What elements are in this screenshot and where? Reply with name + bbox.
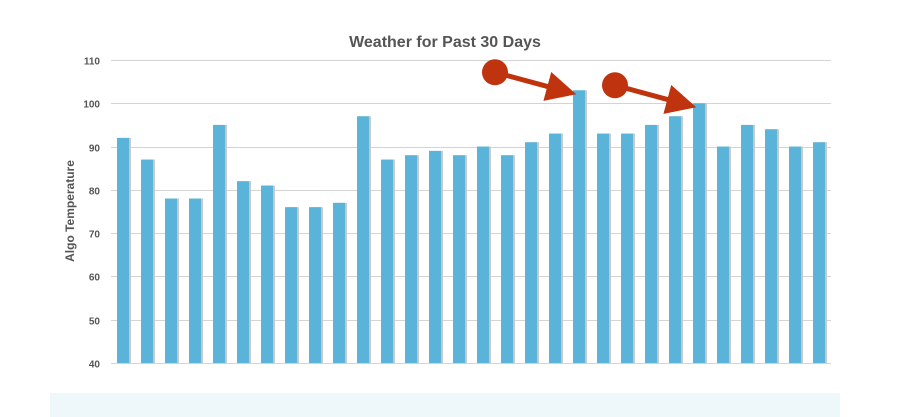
bar (645, 124, 657, 363)
bar (141, 159, 153, 363)
bar (261, 185, 273, 363)
bar (381, 159, 393, 363)
footer-band (50, 393, 840, 417)
bar (453, 155, 465, 363)
bar (501, 155, 513, 363)
bar (333, 202, 345, 363)
bar (165, 198, 177, 363)
bar (117, 137, 129, 363)
bar (189, 198, 201, 363)
grid-lines (111, 60, 831, 364)
bar (597, 133, 609, 363)
bar (285, 207, 297, 363)
annotation-dot (482, 59, 508, 86)
y-tick-label: 60 (89, 273, 101, 284)
bars (117, 90, 827, 364)
bar (573, 90, 585, 364)
bar (789, 146, 801, 363)
y-tick-label: 90 (89, 144, 101, 155)
bar (741, 124, 753, 363)
bar (765, 129, 777, 363)
bar (693, 103, 705, 364)
bar (309, 207, 321, 363)
bar (813, 142, 825, 363)
bar (717, 146, 729, 363)
y-tick-label: 100 (83, 100, 100, 111)
y-axis-label: Algo Temperature (63, 160, 77, 262)
bar (405, 155, 417, 363)
bar (357, 116, 369, 364)
y-tick-label: 70 (89, 230, 101, 241)
bar (525, 142, 537, 363)
bar (429, 150, 441, 363)
bar (213, 124, 225, 363)
bar (477, 146, 489, 363)
bar (237, 181, 249, 363)
annotations (482, 59, 697, 114)
bar (621, 133, 633, 363)
y-tick-label: 40 (89, 360, 101, 371)
bar (549, 133, 561, 363)
y-tick-label: 50 (89, 317, 101, 328)
chart-title: Weather for Past 30 Days (349, 34, 541, 51)
annotation-dot (602, 72, 628, 99)
y-tick-label: 80 (89, 187, 101, 198)
bar (669, 116, 681, 364)
y-axis-ticks: 40 50 60 70 80 90 100 110 (83, 57, 100, 371)
y-tick-label: 110 (84, 57, 101, 68)
